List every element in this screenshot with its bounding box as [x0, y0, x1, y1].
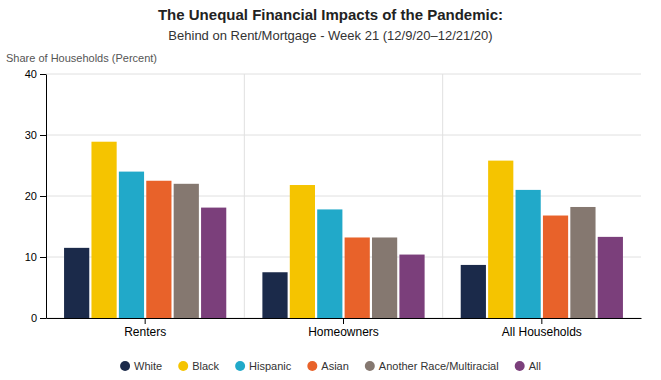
legend-swatch — [365, 361, 375, 371]
y-axis-label: Share of Households (Percent) — [6, 52, 157, 64]
bar — [91, 142, 116, 318]
y-tick-mark — [40, 196, 46, 197]
y-tick-label: 20 — [25, 190, 37, 202]
legend-item: Black — [178, 360, 219, 372]
bar — [488, 161, 513, 318]
x-tick: All Households — [502, 318, 582, 339]
bar — [598, 237, 623, 318]
group-separator — [442, 74, 443, 318]
y-tick: 40 — [25, 68, 46, 80]
bar-series — [146, 181, 568, 318]
y-axis: 0 10 20 30 40 — [25, 68, 47, 324]
bar-series — [119, 172, 541, 318]
legend-label: Another Race/Multiracial — [379, 360, 499, 372]
x-tick-mark — [145, 318, 146, 324]
y-tick-mark — [40, 318, 46, 319]
y-tick: 20 — [25, 190, 46, 202]
y-tick-mark — [40, 257, 46, 258]
x-tick-label: Homeowners — [308, 325, 379, 339]
bar-series — [201, 208, 623, 318]
legend-item: Asian — [307, 360, 349, 372]
legend-label: Hispanic — [249, 360, 292, 372]
y-tick: 0 — [31, 312, 46, 324]
bar — [174, 184, 199, 318]
legend-label: All — [529, 360, 541, 372]
y-axis-line — [46, 75, 47, 319]
bar — [64, 248, 89, 318]
y-tick-mark — [40, 135, 46, 136]
legend-swatch — [120, 361, 130, 371]
bars — [64, 142, 623, 318]
chart-container: The Unequal Financial Impacts of the Pan… — [0, 0, 661, 380]
bar — [146, 181, 171, 318]
bar — [543, 216, 568, 318]
x-axis: Renters Homeowners All Households — [47, 318, 642, 339]
legend-swatch — [178, 361, 188, 371]
bar — [262, 272, 287, 318]
x-tick: Renters — [124, 318, 166, 339]
y-tick-label: 30 — [25, 129, 37, 141]
y-tick-label: 10 — [25, 251, 37, 263]
x-tick-mark — [541, 318, 542, 324]
x-tick-label: Renters — [124, 325, 166, 339]
bar-series — [91, 142, 513, 318]
chart-svg: The Unequal Financial Impacts of the Pan… — [0, 0, 661, 380]
legend-item: All — [515, 360, 541, 372]
bar — [317, 209, 342, 318]
legend-item: White — [120, 360, 162, 372]
legend-swatch — [235, 361, 245, 371]
grid-line — [46, 74, 641, 75]
subtitle: Behind on Rent/Mortgage - Week 21 (12/9/… — [168, 28, 492, 43]
bar — [570, 207, 595, 318]
legend-label: White — [134, 360, 162, 372]
y-tick: 10 — [25, 251, 46, 263]
group-separators — [244, 74, 442, 318]
bar — [372, 237, 397, 318]
bar — [201, 208, 226, 318]
x-tick-label: All Households — [502, 325, 582, 339]
y-tick-label: 40 — [25, 68, 37, 80]
bar — [399, 255, 424, 318]
legend-swatch — [515, 361, 525, 371]
plot-area: Share of Households (Percent) Renters Home… — [6, 52, 642, 339]
legend-item: Hispanic — [235, 360, 292, 372]
legend-label: Black — [192, 360, 219, 372]
title: The Unequal Financial Impacts of the Pan… — [158, 6, 503, 23]
bar — [290, 185, 315, 318]
y-tick-label: 0 — [31, 312, 37, 324]
bar — [345, 237, 370, 318]
bar — [516, 190, 541, 318]
y-tick-mark — [40, 74, 46, 75]
x-tick: Homeowners — [308, 318, 379, 339]
legend: White Black Hispanic Asian Another Race/Mult… — [120, 360, 541, 372]
bar — [461, 265, 486, 318]
legend-item: Another Race/Multiracial — [365, 360, 499, 372]
legend-swatch — [307, 361, 317, 371]
bar — [119, 172, 144, 318]
x-tick-mark — [343, 318, 344, 324]
y-tick: 30 — [25, 129, 46, 141]
grid — [46, 74, 641, 318]
group-separator — [244, 74, 245, 318]
legend-label: Asian — [321, 360, 349, 372]
grid-line — [46, 135, 641, 136]
bar-series — [174, 184, 596, 318]
